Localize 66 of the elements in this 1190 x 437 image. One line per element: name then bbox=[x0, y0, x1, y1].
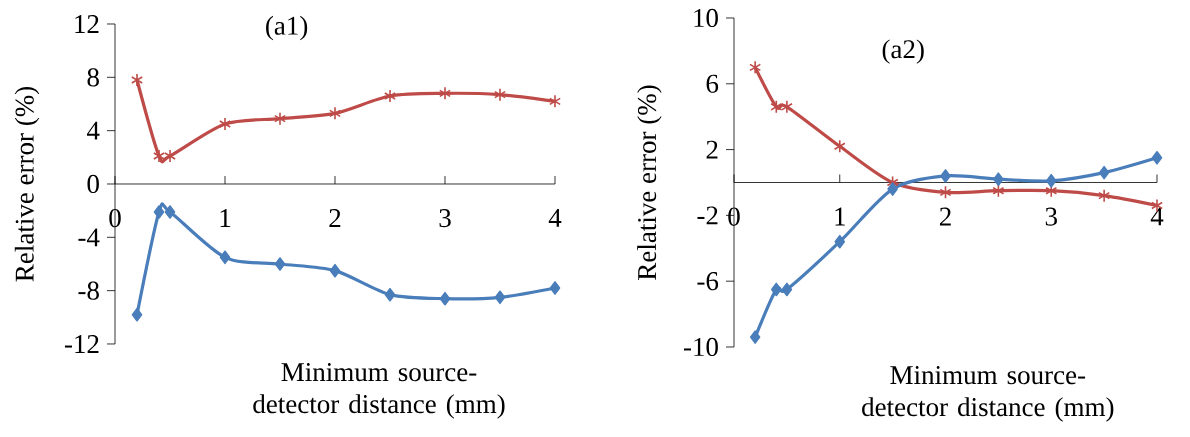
y-tick-label: 6 bbox=[706, 74, 719, 93]
point bbox=[1151, 151, 1163, 165]
y-tick-label: -4 bbox=[78, 228, 100, 247]
point bbox=[1045, 174, 1057, 188]
point bbox=[834, 234, 846, 249]
point bbox=[993, 172, 1004, 186]
point bbox=[439, 291, 451, 306]
point bbox=[219, 117, 231, 131]
y-tick-label: -2 bbox=[697, 206, 718, 225]
x-tick-label: 1 bbox=[835, 207, 845, 226]
x-tick-label: 2 bbox=[329, 209, 341, 227]
x-tick-label: 4 bbox=[548, 209, 562, 227]
y-tick-label: -12 bbox=[64, 335, 99, 353]
point bbox=[153, 205, 165, 219]
y-tick-label: 8 bbox=[87, 68, 99, 87]
point bbox=[749, 60, 762, 75]
point bbox=[939, 185, 952, 200]
y-tick-label: 2 bbox=[706, 140, 718, 159]
y-tick-label: 10 bbox=[694, 8, 718, 28]
point bbox=[887, 182, 898, 196]
x-tick-label: 2 bbox=[939, 207, 951, 226]
point bbox=[329, 106, 341, 121]
point bbox=[780, 100, 793, 114]
chart-title: (a1) bbox=[266, 15, 308, 41]
point bbox=[749, 330, 761, 344]
point bbox=[1098, 188, 1111, 203]
point bbox=[164, 149, 176, 163]
point bbox=[164, 205, 176, 219]
point bbox=[940, 169, 951, 183]
point bbox=[770, 100, 783, 114]
x-tick-label: 0 bbox=[728, 207, 740, 226]
point bbox=[992, 183, 1005, 198]
point bbox=[549, 281, 561, 295]
x-tick-label: 4 bbox=[1150, 207, 1164, 226]
y-tick-label: 0 bbox=[87, 174, 99, 194]
point bbox=[131, 73, 143, 87]
point bbox=[219, 250, 231, 265]
point bbox=[274, 257, 286, 271]
x-tick-label: 1 bbox=[220, 209, 231, 227]
y-tick-label: -10 bbox=[683, 337, 718, 357]
point bbox=[131, 307, 143, 322]
point bbox=[439, 86, 451, 101]
y-axis-title: Relative error (%) bbox=[637, 85, 662, 280]
point bbox=[494, 87, 506, 102]
text: (a2) bbox=[882, 39, 924, 64]
point bbox=[494, 290, 506, 305]
point bbox=[781, 282, 793, 297]
point bbox=[329, 263, 341, 278]
y-tick-label: -6 bbox=[697, 272, 719, 291]
point bbox=[1098, 165, 1110, 180]
x-tick-label: 0 bbox=[109, 209, 121, 228]
point bbox=[274, 111, 286, 126]
y-tick-label: 12 bbox=[75, 15, 99, 33]
point bbox=[384, 287, 396, 302]
point bbox=[833, 139, 846, 154]
y-tick-label: 4 bbox=[86, 121, 100, 140]
x-tick-label: 3 bbox=[1045, 207, 1057, 226]
point bbox=[384, 89, 396, 103]
x-tick-label: 3 bbox=[439, 209, 451, 228]
point bbox=[548, 94, 561, 109]
y-axis-title: Relative error (%) bbox=[14, 86, 40, 282]
x-axis-title: Minimum source-detector distance (mm) bbox=[253, 363, 505, 419]
point bbox=[771, 282, 782, 297]
y-tick-label: -8 bbox=[78, 281, 99, 300]
point bbox=[153, 149, 165, 163]
x-axis-title: Minimum source-detector distance (mm) bbox=[862, 366, 1114, 422]
